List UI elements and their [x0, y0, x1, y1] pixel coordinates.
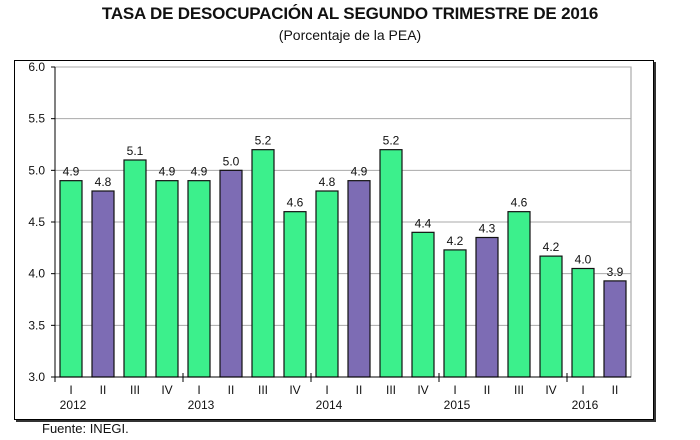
data-label: 4.8	[95, 175, 112, 189]
data-label: 4.2	[447, 234, 464, 248]
bar	[91, 190, 115, 378]
year-label: 2016	[572, 398, 599, 412]
data-label: 5.2	[383, 134, 400, 148]
data-label: 4.4	[415, 216, 432, 230]
bar	[571, 267, 595, 378]
x-tick-label: IV	[161, 383, 172, 397]
bar	[475, 236, 499, 378]
y-tick-label: 3.5	[28, 318, 45, 332]
data-label: 4.9	[191, 165, 208, 179]
bar	[251, 149, 275, 378]
x-tick-label: I	[197, 383, 200, 397]
data-label: 4.9	[351, 165, 368, 179]
bar	[123, 159, 147, 378]
year-label: 2012	[60, 398, 87, 412]
x-tick-label: III	[386, 383, 396, 397]
y-tick-label: 5.5	[28, 112, 45, 126]
year-label: 2014	[316, 398, 343, 412]
x-tick-label: I	[581, 383, 584, 397]
bar	[347, 180, 371, 378]
x-tick-label: III	[514, 383, 524, 397]
bar	[539, 255, 563, 378]
x-tick-label: II	[484, 383, 491, 397]
x-tick-label: IV	[289, 383, 300, 397]
bar	[411, 231, 435, 378]
year-label: 2015	[444, 398, 471, 412]
y-tick-label: 6.0	[28, 60, 45, 74]
data-label: 4.9	[63, 165, 80, 179]
y-tick-label: 3.0	[28, 370, 45, 384]
x-tick-label: III	[258, 383, 268, 397]
chart-frame	[14, 60, 654, 420]
chart-subtitle: (Porcentaje de la PEA)	[278, 27, 422, 43]
data-label: 4.6	[511, 196, 528, 210]
data-label: 4.3	[479, 222, 496, 236]
data-label: 5.0	[223, 154, 240, 168]
data-label: 4.9	[159, 165, 176, 179]
chart-title: TASA DE DESOCUPACIÓN AL SEGUNDO TRIMESTR…	[101, 4, 599, 23]
source-note: Fuente: INEGI.	[42, 421, 129, 436]
x-tick-label: II	[100, 383, 107, 397]
x-tick-label: II	[228, 383, 235, 397]
data-label: 4.8	[319, 175, 336, 189]
data-label: 5.2	[255, 134, 272, 148]
bar	[379, 149, 403, 378]
year-label: 2013	[188, 398, 215, 412]
x-tick-label: I	[453, 383, 456, 397]
data-label: 3.9	[607, 265, 624, 279]
bar	[219, 169, 243, 378]
data-label: 4.2	[543, 240, 560, 254]
x-tick-label: II	[356, 383, 363, 397]
bar	[283, 211, 307, 378]
x-tick-label: I	[325, 383, 328, 397]
bar	[59, 180, 83, 378]
data-label: 5.1	[127, 144, 144, 158]
x-tick-label: III	[130, 383, 140, 397]
bar	[155, 180, 179, 378]
bar	[187, 180, 211, 378]
x-tick-label: IV	[545, 383, 556, 397]
y-tick-label: 5.0	[28, 163, 45, 177]
bar	[315, 190, 339, 378]
y-tick-label: 4.0	[28, 267, 45, 281]
bar	[507, 211, 531, 378]
y-tick-label: 4.5	[28, 215, 45, 229]
x-tick-label: II	[612, 383, 619, 397]
x-tick-label: I	[69, 383, 72, 397]
data-label: 4.0	[575, 253, 592, 267]
bar	[443, 249, 467, 378]
bar	[603, 280, 627, 378]
data-label: 4.6	[287, 196, 304, 210]
x-tick-label: IV	[417, 383, 428, 397]
